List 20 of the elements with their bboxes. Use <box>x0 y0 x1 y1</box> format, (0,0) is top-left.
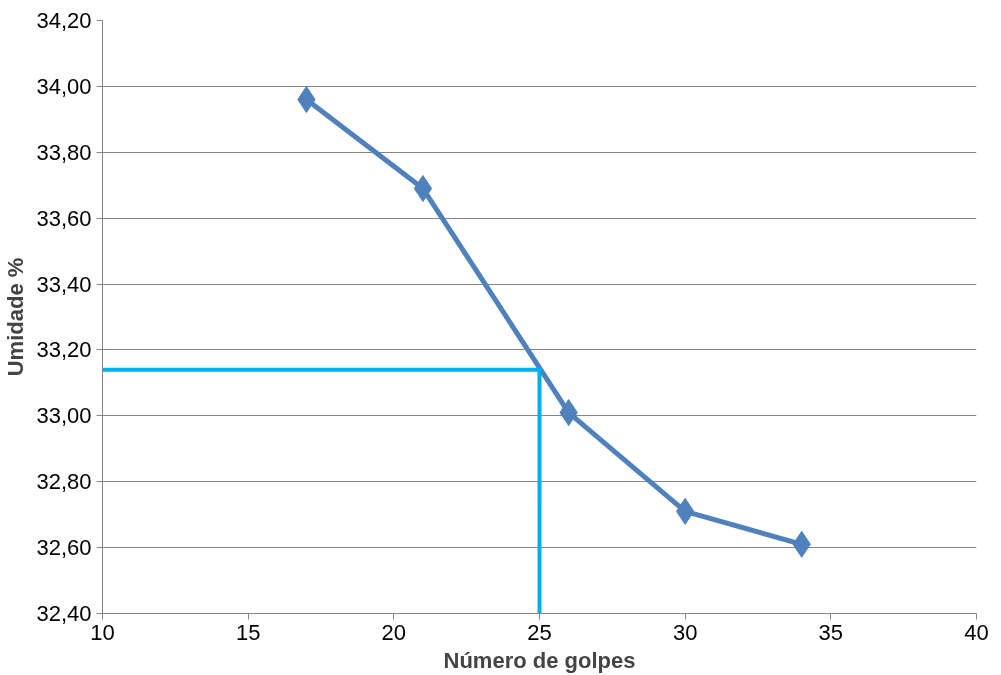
y-tick-label: 33,40 <box>36 271 92 297</box>
point <box>413 175 433 203</box>
y-tick-label: 33,20 <box>36 337 92 363</box>
x-tick-label: 40 <box>964 619 989 645</box>
y-axis-title: Umidade % <box>3 257 29 377</box>
x-tick-label: 10 <box>90 619 115 645</box>
y-tick-label: 32,80 <box>36 469 92 495</box>
x-tick-label: 30 <box>672 619 698 645</box>
y-tick-label: 33,00 <box>36 403 92 429</box>
x-tick-label: 25 <box>527 619 552 645</box>
x-tick-label: 20 <box>381 619 407 645</box>
y-tick-label: 34,20 <box>36 8 92 33</box>
x-tick-label: 35 <box>818 619 844 645</box>
y-tick-label: 33,80 <box>36 139 92 165</box>
y-tick-label: 33,60 <box>36 205 92 231</box>
x-axis-title: Número de golpes <box>443 647 636 673</box>
y-tick-label: 34,00 <box>36 73 92 99</box>
y-tick-label: 32,40 <box>36 601 92 626</box>
y-tick-label: 32,60 <box>36 535 92 561</box>
x-tick-label: 15 <box>235 619 261 645</box>
